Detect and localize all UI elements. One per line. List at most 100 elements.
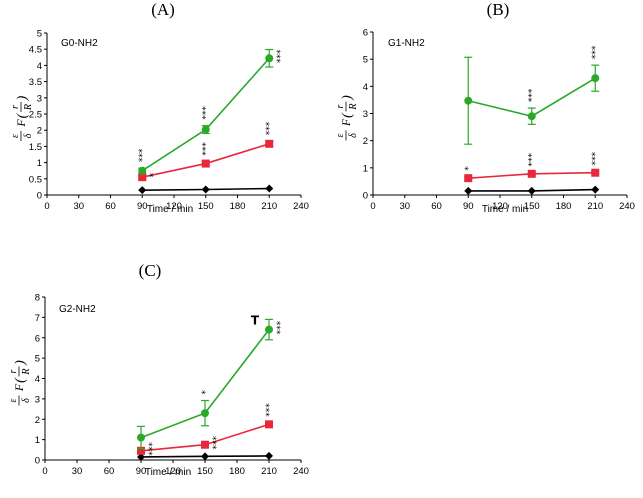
- data-point-green: [265, 54, 274, 63]
- x-axis-label: Time / min: [147, 204, 193, 215]
- data-point-red: [265, 139, 274, 148]
- y-label-delta: δ: [21, 398, 32, 403]
- x-tick-label: 240: [293, 466, 309, 477]
- significance-marker: ***: [265, 403, 275, 417]
- chart-panel-0: (A) G0-NH2 0 0.5 1 1.5 2 2.5 3 3.5 4 4.5 5 0 30 60 90 120…: [10, 0, 309, 215]
- series-green: [464, 56, 600, 145]
- panel-title: G2-NH2: [59, 304, 96, 315]
- y-tick-label: 3: [363, 109, 368, 120]
- significance-marker: ***: [148, 442, 158, 456]
- y-tick-label: 3.5: [29, 77, 42, 88]
- series-black: [137, 451, 273, 461]
- y-label-F: F: [339, 118, 353, 127]
- y-tick-label: 4.5: [29, 45, 42, 56]
- y-tick-label: 4: [37, 61, 42, 72]
- y-label-R: R: [348, 103, 359, 110]
- significance-marker: ***: [591, 45, 601, 59]
- y-label-close-paren: ): [15, 95, 30, 101]
- x-tick-label: 180: [230, 201, 246, 212]
- x-tick-label: 120: [166, 201, 182, 212]
- y-tick-label: 6: [363, 28, 368, 39]
- x-tick-label: 0: [44, 201, 49, 212]
- significance-marker: *: [149, 172, 159, 177]
- y-tick-label: 8: [35, 293, 40, 304]
- panel-label: (C): [139, 261, 162, 280]
- y-label-open-paren: (: [13, 377, 28, 383]
- significance-marker: *: [201, 390, 211, 395]
- y-label-open-paren: (: [15, 112, 30, 118]
- y-tick-label: 2: [37, 126, 42, 137]
- significance-marker: ***: [202, 142, 212, 156]
- data-point-red: [201, 440, 209, 449]
- y-tick-label: 0: [37, 191, 42, 202]
- y-tick-label: 5: [363, 55, 368, 66]
- y-tick-label: 3: [37, 93, 42, 104]
- significance-marker: ***: [528, 152, 538, 166]
- x-tick-label: 30: [72, 466, 83, 477]
- significance-marker: ***: [276, 320, 286, 334]
- data-point-green: [137, 433, 145, 442]
- data-point-green: [138, 166, 147, 175]
- y-label-close-paren: ): [340, 95, 355, 101]
- y-tick-label: 0.5: [29, 174, 42, 185]
- y-label-F: F: [14, 119, 28, 128]
- y-tick-label: 1.5: [29, 142, 42, 153]
- x-tick-label: 180: [556, 201, 572, 212]
- y-tick-label: 4: [35, 374, 40, 385]
- data-point-green: [591, 74, 600, 83]
- panel-label: (A): [151, 0, 175, 19]
- y-tick-label: 4: [363, 82, 368, 93]
- significance-marker: ***: [591, 151, 601, 165]
- panel-label: (B): [487, 0, 510, 19]
- x-tick-label: 30: [399, 201, 410, 212]
- data-point-black: [591, 185, 600, 194]
- series-green: [137, 318, 273, 450]
- x-tick-label: 180: [229, 466, 245, 477]
- significance-marker: ***: [276, 49, 286, 63]
- significance-marker: ***: [138, 148, 148, 162]
- series-red: [464, 168, 600, 183]
- data-point-green: [201, 409, 209, 418]
- data-point-black: [265, 451, 273, 460]
- y-tick-label: 2.5: [29, 110, 42, 121]
- y-label-R: R: [23, 104, 34, 111]
- series-red: [138, 139, 274, 182]
- y-tick-label: 7: [35, 313, 40, 324]
- data-point-red: [201, 159, 210, 168]
- x-tick-label: 150: [524, 201, 540, 212]
- significance-marker: *: [464, 166, 474, 171]
- y-tick-label: 0: [35, 456, 40, 467]
- series-black: [464, 185, 600, 195]
- series-black: [138, 184, 274, 195]
- y-axis-label: ε δF(r R): [10, 95, 34, 141]
- series-red: [137, 420, 273, 455]
- y-axis-label: ε δF(r R): [8, 360, 32, 406]
- y-label-open-paren: (: [340, 112, 355, 118]
- data-point-red: [265, 420, 273, 429]
- x-axis-label: Time / min: [482, 204, 528, 215]
- data-point-red: [591, 168, 600, 177]
- y-label-epsilon: ε: [335, 133, 346, 137]
- annotation-label: T: [251, 314, 260, 328]
- x-tick-label: 210: [587, 201, 603, 212]
- data-point-red: [137, 446, 145, 455]
- y-label-r: r: [335, 104, 346, 108]
- x-tick-label: 0: [42, 466, 47, 477]
- y-label-r: r: [10, 105, 21, 109]
- x-tick-label: 150: [198, 201, 214, 212]
- data-point-black: [138, 186, 147, 195]
- x-tick-label: 60: [105, 201, 116, 212]
- y-label-F: F: [12, 383, 26, 392]
- significance-marker: ***: [202, 106, 212, 120]
- y-tick-label: 2: [35, 415, 40, 426]
- x-tick-label: 90: [137, 201, 148, 212]
- y-tick-label: 5: [35, 354, 40, 365]
- x-tick-label: 210: [261, 201, 277, 212]
- data-point-red: [138, 173, 147, 182]
- data-point-black: [464, 186, 473, 195]
- significance-marker: ***: [265, 121, 275, 135]
- y-tick-label: 0: [363, 191, 368, 202]
- x-tick-label: 0: [370, 201, 375, 212]
- y-label-delta: δ: [348, 133, 359, 138]
